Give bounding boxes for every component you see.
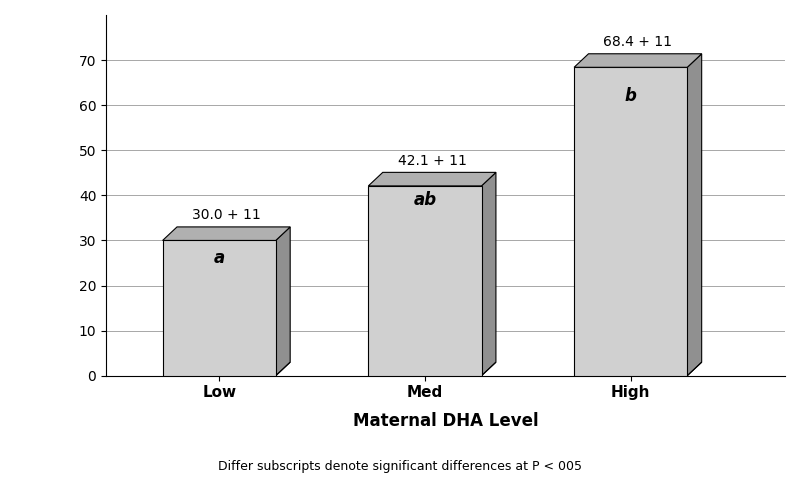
Polygon shape xyxy=(687,362,702,376)
Text: Differ subscripts denote significant differences at P < 005: Differ subscripts denote significant dif… xyxy=(218,460,582,473)
Polygon shape xyxy=(162,227,290,240)
Polygon shape xyxy=(162,240,276,376)
Polygon shape xyxy=(368,173,496,186)
Polygon shape xyxy=(574,54,702,67)
Polygon shape xyxy=(276,227,290,376)
Text: 68.4 + 11: 68.4 + 11 xyxy=(603,35,672,49)
Polygon shape xyxy=(276,362,290,376)
Polygon shape xyxy=(574,67,687,376)
Text: b: b xyxy=(625,87,637,105)
Text: a: a xyxy=(214,250,225,268)
Polygon shape xyxy=(368,186,482,376)
Polygon shape xyxy=(482,173,496,376)
Polygon shape xyxy=(482,362,496,376)
Polygon shape xyxy=(687,54,702,376)
X-axis label: Maternal DHA Level: Maternal DHA Level xyxy=(353,412,538,430)
Text: ab: ab xyxy=(414,191,437,209)
Text: 42.1 + 11: 42.1 + 11 xyxy=(398,154,466,168)
Text: 30.0 + 11: 30.0 + 11 xyxy=(192,208,261,222)
